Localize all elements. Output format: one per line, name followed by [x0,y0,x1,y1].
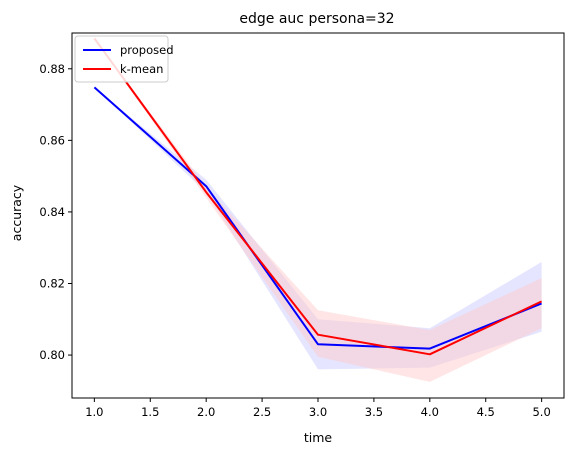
series-band-1 [94,38,542,382]
axes: 1.0 1.5 2.0 2.5 3.0 3.5 4.0 4.5 5.0 0.80 0.82 0.84 0… [39,32,565,419]
x-tick-label-7: 4.5 [477,405,495,419]
y-tick-label-1: 0.82 [39,276,65,290]
x-tick-label-0: 1.0 [85,405,103,419]
y-tick-label-4: 0.88 [39,62,65,76]
x-tick-label-5: 3.5 [365,405,383,419]
x-tick-label-8: 5.0 [532,405,550,419]
y-axis-label: accuracy [9,184,24,241]
legend-label-0: proposed [120,43,174,57]
x-tick-label-1: 1.5 [141,405,159,419]
x-tick-label-6: 4.0 [421,405,439,419]
legend-label-1: k-mean [120,62,163,76]
plot-area [93,37,543,382]
legend-box [74,35,169,83]
y-tick-label-2: 0.84 [39,205,65,219]
x-axis-label: time [304,430,333,445]
x-tick-label-2: 2.0 [197,405,215,419]
series-line-1 [93,37,543,356]
chart-title: edge auc persona=32 [239,11,394,27]
legend: proposed k-mean [74,35,174,83]
x-tick-label-4: 3.0 [309,405,327,419]
x-tick-label-3: 2.5 [253,405,271,419]
y-tick-label-0: 0.80 [39,348,65,362]
series-line-0 [93,86,542,350]
y-tick-label-3: 0.86 [39,133,65,147]
